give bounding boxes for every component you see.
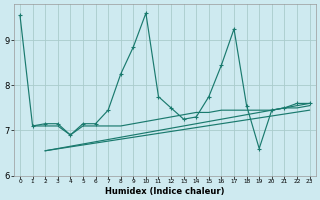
X-axis label: Humidex (Indice chaleur): Humidex (Indice chaleur) [105, 187, 225, 196]
